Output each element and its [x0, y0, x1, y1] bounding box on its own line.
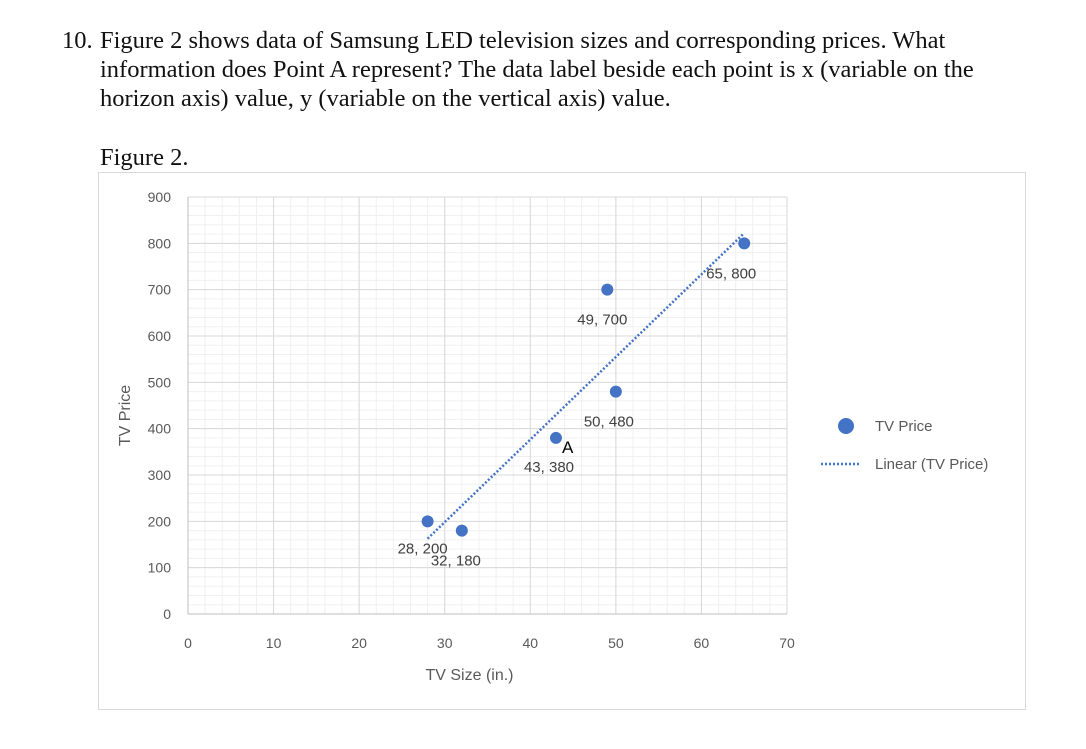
data-point [455, 524, 468, 537]
x-tick-label: 70 [779, 635, 795, 651]
data-label: 32, 180 [431, 553, 481, 570]
data-label: 28, 200 [398, 540, 448, 557]
y-tick-label: 900 [148, 189, 172, 205]
annotation-label: A [562, 438, 574, 457]
y-axis-title: TV Price [117, 385, 134, 446]
data-label: 49, 700 [577, 312, 627, 329]
data-label: 43, 380 [524, 459, 574, 476]
data-point [609, 385, 622, 398]
x-axis-title: TV Size (in.) [425, 667, 513, 684]
y-tick-label: 200 [148, 513, 172, 529]
data-point [421, 515, 434, 528]
data-label: 65, 800 [706, 265, 756, 282]
scatter-chart: 0 100 200 300 400 500 600 700 800 900 0 10 20 30 40 50 6… [117, 189, 988, 684]
question-line-1: Figure 2 shows data of Samsung LED telev… [100, 27, 946, 54]
x-tick-label: 60 [694, 635, 710, 651]
y-tick-label: 500 [148, 374, 172, 390]
y-tick-label: 800 [148, 235, 172, 251]
x-tick-label: 30 [437, 635, 453, 651]
x-tick-label: 50 [608, 635, 624, 651]
question-line-3: horizon axis) value, y (variable on the … [100, 85, 671, 112]
legend-label: Linear (TV Price) [875, 456, 988, 473]
figure-caption: Figure 2. [100, 144, 189, 171]
data-label: 50, 480 [584, 414, 634, 431]
y-tick-label: 0 [163, 606, 171, 622]
question-line-2: information does Point A represent? The … [100, 56, 974, 83]
legend-label: TV Price [875, 418, 933, 435]
x-tick-label: 40 [522, 635, 538, 651]
trendline [426, 232, 746, 540]
data-point [601, 283, 614, 296]
y-tick-label: 600 [148, 328, 172, 344]
y-tick-label: 400 [148, 421, 172, 437]
question: 10. Figure 2 shows data of Samsung LED t… [62, 26, 1062, 113]
y-tick-label: 700 [148, 282, 172, 298]
data-point [549, 431, 562, 444]
y-tick-label: 100 [148, 560, 172, 576]
x-tick-label: 10 [266, 635, 282, 651]
legend-marker [838, 418, 854, 434]
y-tick-label: 300 [148, 467, 172, 483]
question-text: Figure 2 shows data of Samsung LED telev… [100, 26, 1062, 113]
question-number: 10. [62, 27, 93, 54]
chart-frame: 0 100 200 300 400 500 600 700 800 900 0 10 20 30 40 50 6… [98, 172, 1026, 710]
x-tick-label: 20 [351, 635, 367, 651]
data-point [738, 237, 751, 250]
x-tick-label: 0 [184, 635, 192, 651]
